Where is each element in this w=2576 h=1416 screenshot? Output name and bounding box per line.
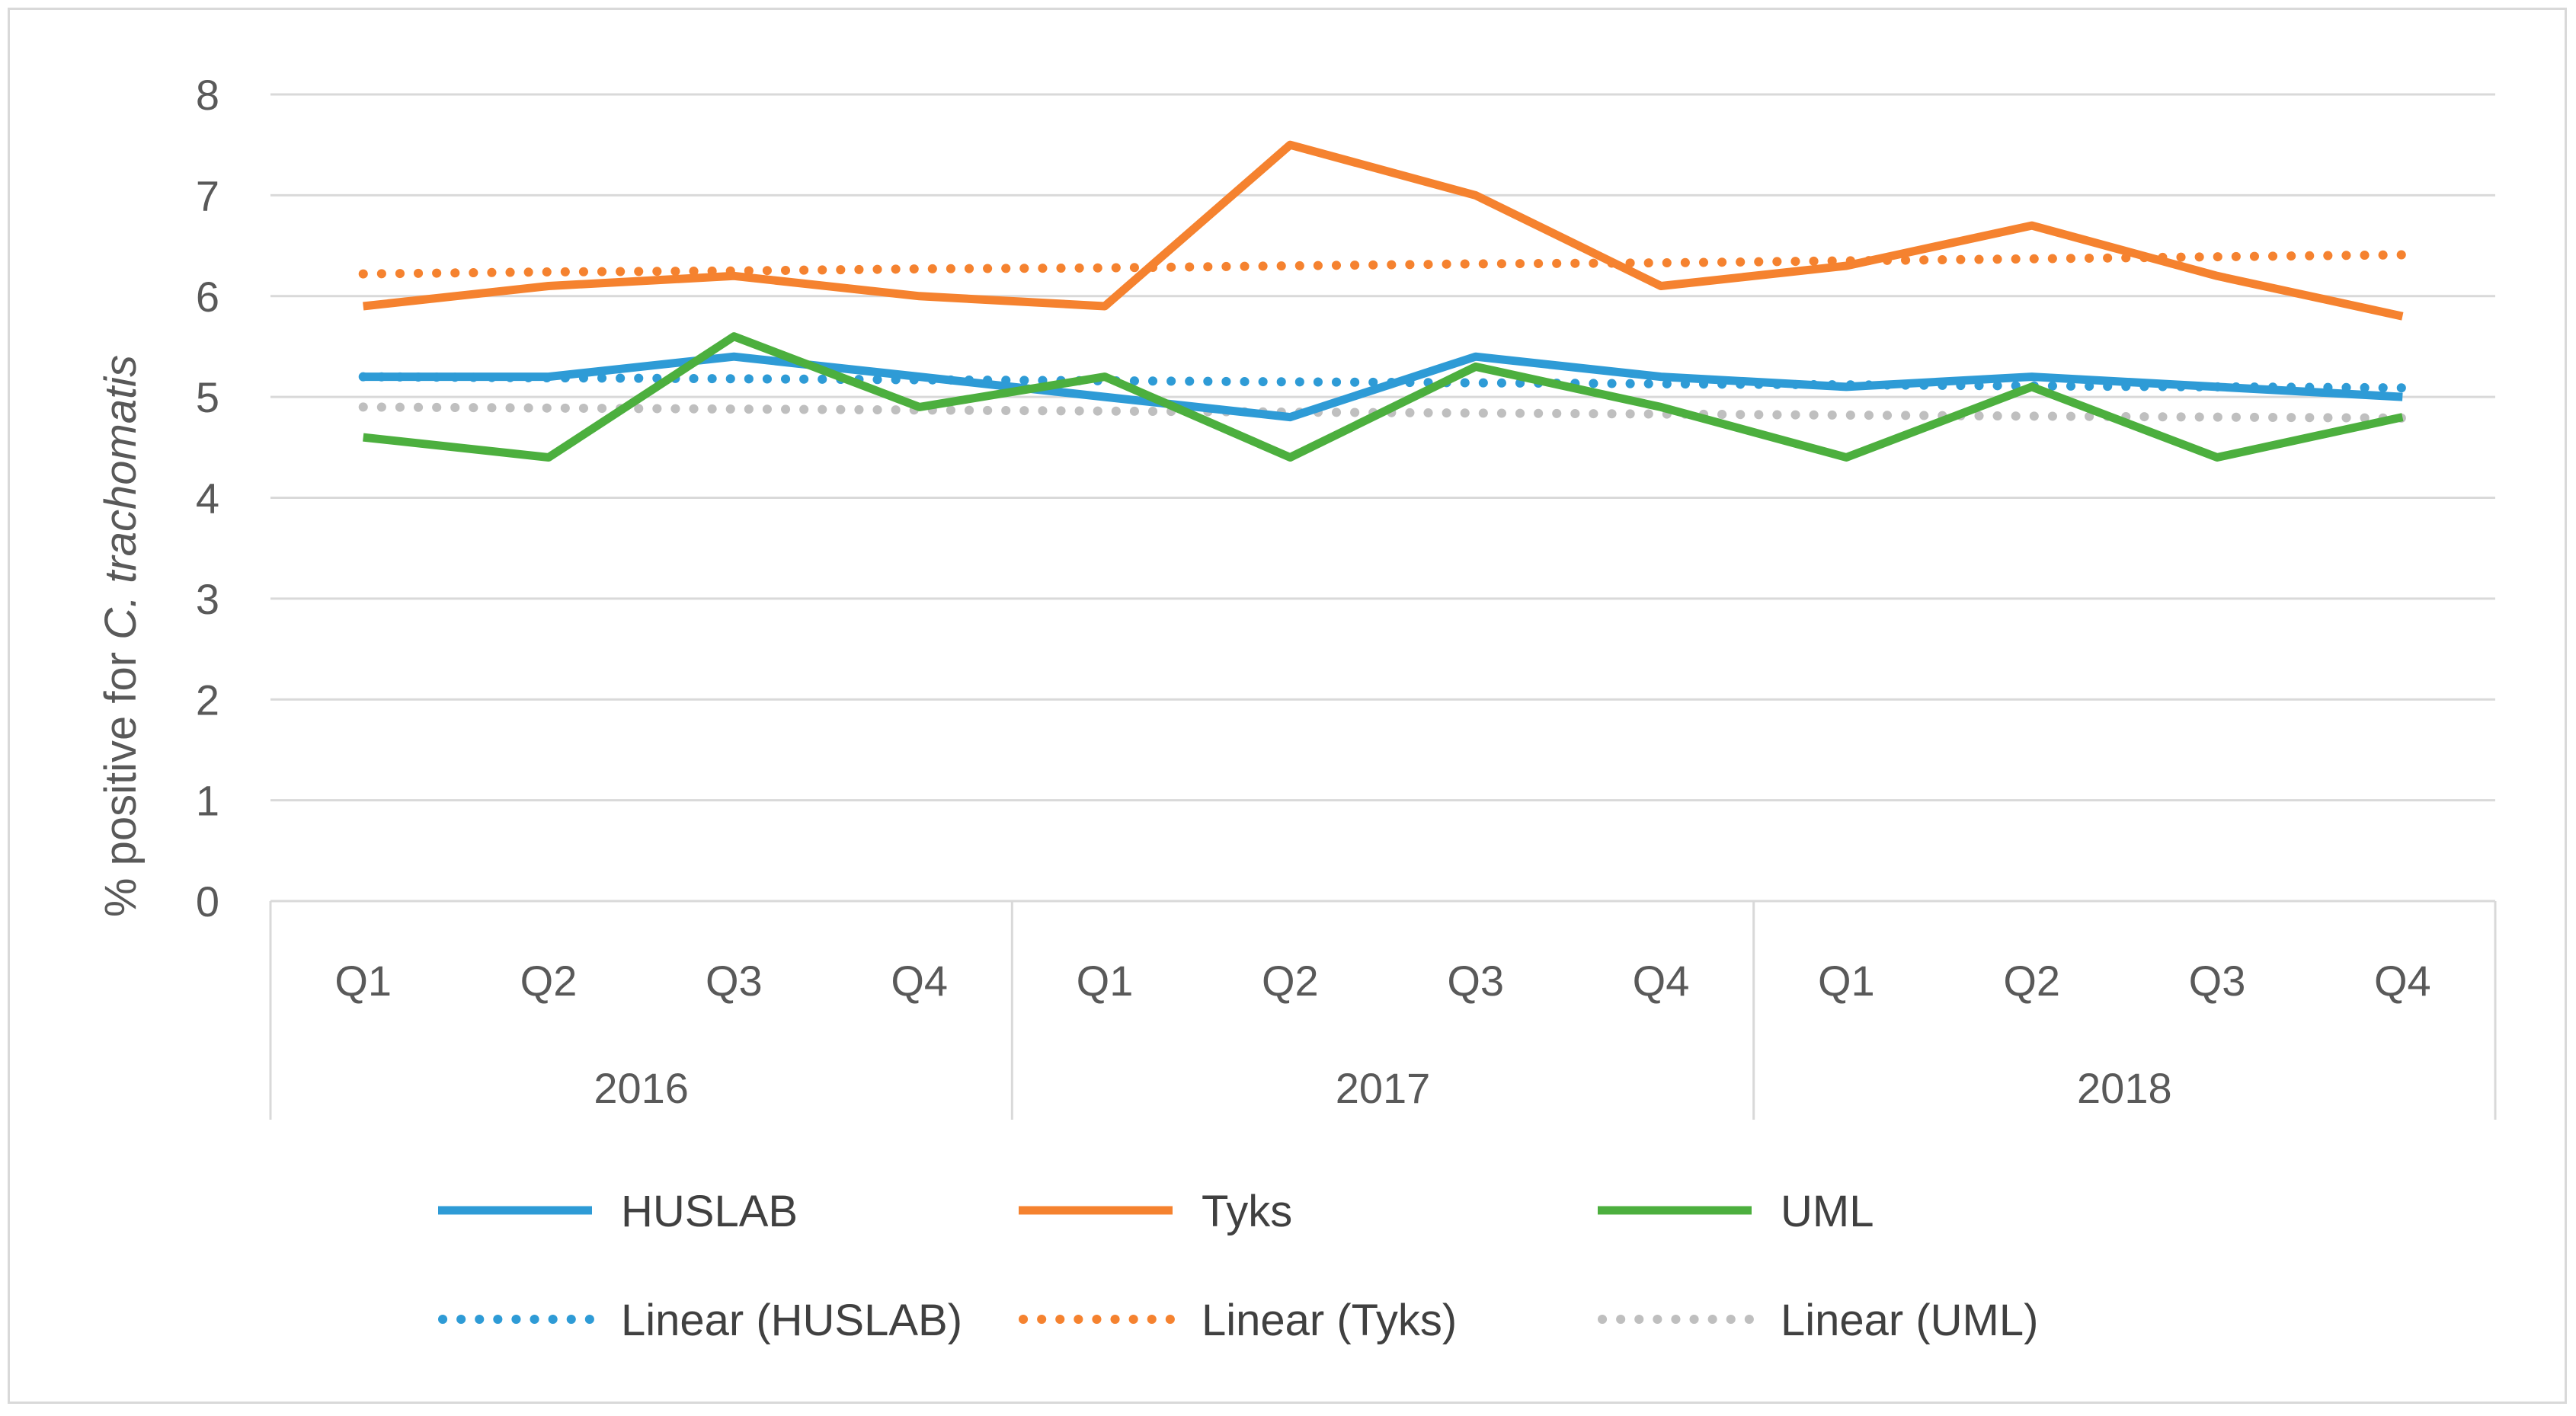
- y-tick-label: 6: [196, 273, 219, 321]
- y-tick-label: 4: [196, 475, 219, 523]
- x-tick-label: Q1: [334, 957, 392, 1005]
- series-lines: [358, 140, 2408, 462]
- legend-label: HUSLAB: [621, 1187, 798, 1236]
- y-tick-label: 5: [196, 373, 219, 421]
- legend-label: Linear (HUSLAB): [621, 1296, 962, 1345]
- chart-frame: [8, 8, 2567, 1404]
- legend-item: UML: [1598, 1187, 1874, 1236]
- legend-item: Linear (HUSLAB): [438, 1296, 962, 1345]
- x-group-label: 2016: [594, 1064, 689, 1112]
- series-line-tyks: [363, 140, 2404, 321]
- legend: HUSLAB Tyks UML Linear (HUSLAB) Linear (Tyks…: [438, 1187, 2038, 1345]
- legend-label: UML: [1781, 1187, 1874, 1236]
- y-tick-label: 7: [196, 171, 219, 219]
- x-tick-label: Q3: [706, 957, 763, 1005]
- legend-item: Linear (Tyks): [1019, 1296, 1457, 1345]
- x-tick-label: Q4: [891, 957, 948, 1005]
- y-tick-label: 2: [196, 676, 219, 724]
- x-group-label: 2017: [1336, 1064, 1431, 1112]
- x-group-label: 2018: [2077, 1064, 2172, 1112]
- gridlines: [270, 93, 2495, 802]
- x-tick-label: Q4: [2374, 957, 2431, 1005]
- x-tick-label: Q1: [1077, 957, 1134, 1005]
- y-axis-ticks: 0 1 2 3 4 5 6 7 8: [196, 71, 219, 925]
- y-axis-title: % positive for C. trachomatis: [96, 355, 146, 917]
- x-axis-group-labels: 2016 2017 2018: [594, 1064, 2171, 1112]
- legend-label: Tyks: [1202, 1187, 1292, 1236]
- legend-item: HUSLAB: [438, 1187, 798, 1236]
- x-tick-label: Q3: [1447, 957, 1504, 1005]
- legend-item: Tyks: [1019, 1187, 1292, 1236]
- y-tick-label: 8: [196, 71, 219, 119]
- x-tick-label: Q3: [2189, 957, 2246, 1005]
- legend-item: Linear (UML): [1598, 1296, 2038, 1345]
- x-tick-label: Q1: [1818, 957, 1875, 1005]
- series-line-uml: [363, 332, 2404, 462]
- y-tick-label: 0: [196, 877, 219, 925]
- x-axis-structure: [269, 900, 2497, 1120]
- x-tick-label: Q2: [1262, 957, 1319, 1005]
- series-line-linear-tyks: [358, 250, 2408, 279]
- x-tick-label: Q2: [520, 957, 578, 1005]
- legend-label: Linear (UML): [1781, 1296, 2038, 1345]
- x-tick-label: Q2: [2003, 957, 2060, 1005]
- x-axis-ticks: Q1 Q2 Q3 Q4 Q1 Q2 Q3 Q4 Q1 Q2 Q3 Q4: [334, 957, 2430, 1005]
- y-tick-label: 1: [196, 777, 219, 825]
- legend-label: Linear (Tyks): [1202, 1296, 1457, 1345]
- x-tick-label: Q4: [1633, 957, 1690, 1005]
- y-tick-label: 3: [196, 575, 219, 623]
